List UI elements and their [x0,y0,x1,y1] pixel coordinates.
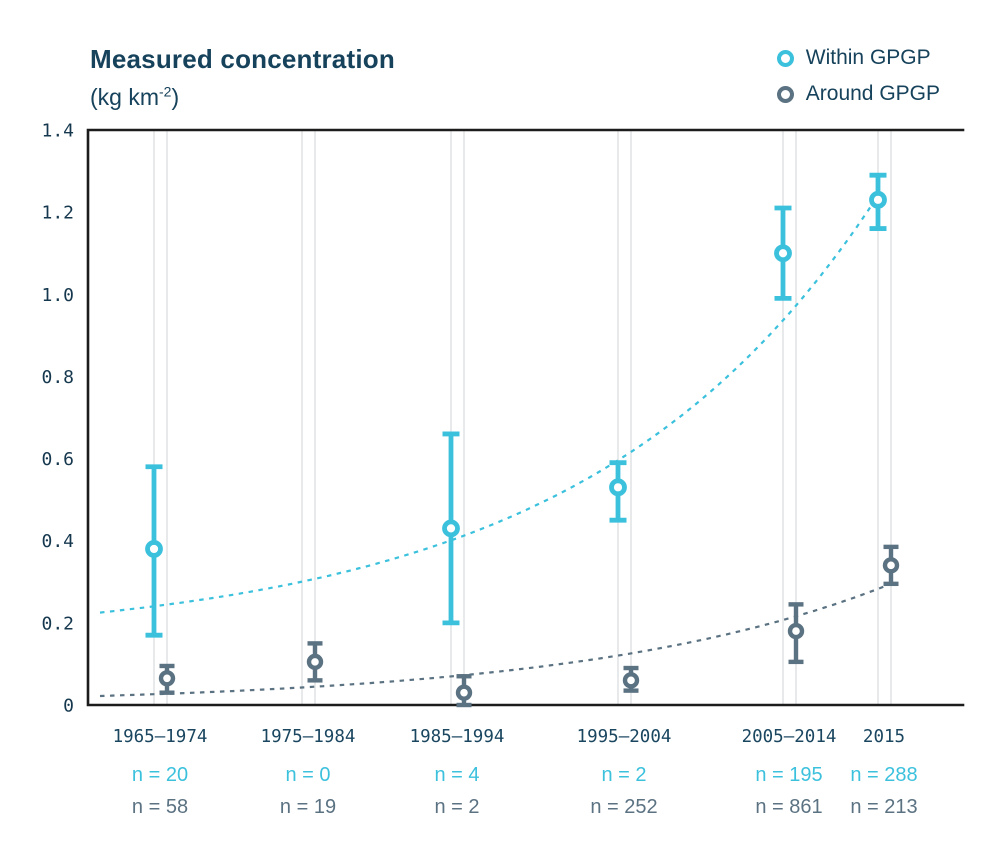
n-label-within: n = 195 [755,764,822,786]
y-tick-label: 0.8 [41,367,74,388]
n-label-around: n = 19 [280,796,336,818]
around-gpgp-marker-icon [776,85,794,103]
trend-line-around [99,584,887,698]
y-tick-label: 1.2 [41,203,74,224]
n-label-within: n = 4 [434,764,479,786]
axis-frame [86,128,965,707]
y-tick-label: 0.2 [41,613,74,634]
x-category-label: 2015 [863,727,905,747]
y-tick-label: 1.4 [41,121,74,142]
y-tick-label: 0.4 [41,531,74,552]
n-label-within: n = 20 [132,764,188,786]
unit-close: ) [171,84,180,110]
trend-line-within [99,200,875,614]
x-category-label: 2005–2014 [742,727,837,747]
y-tick-label: 1.0 [41,285,74,306]
data-point-around [787,622,805,640]
chart-legend: Within GPGP Around GPGP [776,46,940,106]
data-point-around [882,557,900,574]
x-category-label: 1975–1984 [261,727,356,747]
data-point-around [455,684,473,701]
data-point-within [609,478,627,497]
x-category-label: 1995–2004 [577,727,672,747]
within-gpgp-marker-icon [776,49,794,67]
x-category-label: 1965–1974 [113,727,208,747]
unit-exponent: -2 [159,83,172,100]
y-tick-label: 0 [63,696,74,717]
n-label-around: n = 213 [850,796,917,818]
data-point-within [145,540,163,558]
n-label-around: n = 252 [590,796,657,818]
y-tick-label: 0.6 [41,449,74,470]
n-label-within: n = 2 [601,764,646,786]
n-label-within: n = 288 [850,764,917,786]
legend-item-within: Within GPGP [776,46,931,70]
legend-item-around: Around GPGP [776,82,940,106]
legend-label-around: Around GPGP [805,82,940,105]
legend-label-within: Within GPGP [805,46,931,69]
data-point-around [306,653,324,671]
n-label-around: n = 861 [755,796,822,818]
n-label-around: n = 58 [132,796,188,818]
data-point-within [442,519,460,538]
n-label-around: n = 2 [434,796,479,818]
chart-unit-label: (kg km-2) [90,84,179,111]
data-point-within [774,244,792,263]
chart-title: Measured concentration [90,44,395,74]
n-label-within: n = 0 [285,764,330,786]
unit-open: (kg km [90,84,159,110]
data-point-within [869,190,887,209]
data-point-around [622,672,640,689]
data-point-around [158,670,176,687]
x-category-label: 1985–1994 [410,727,505,747]
